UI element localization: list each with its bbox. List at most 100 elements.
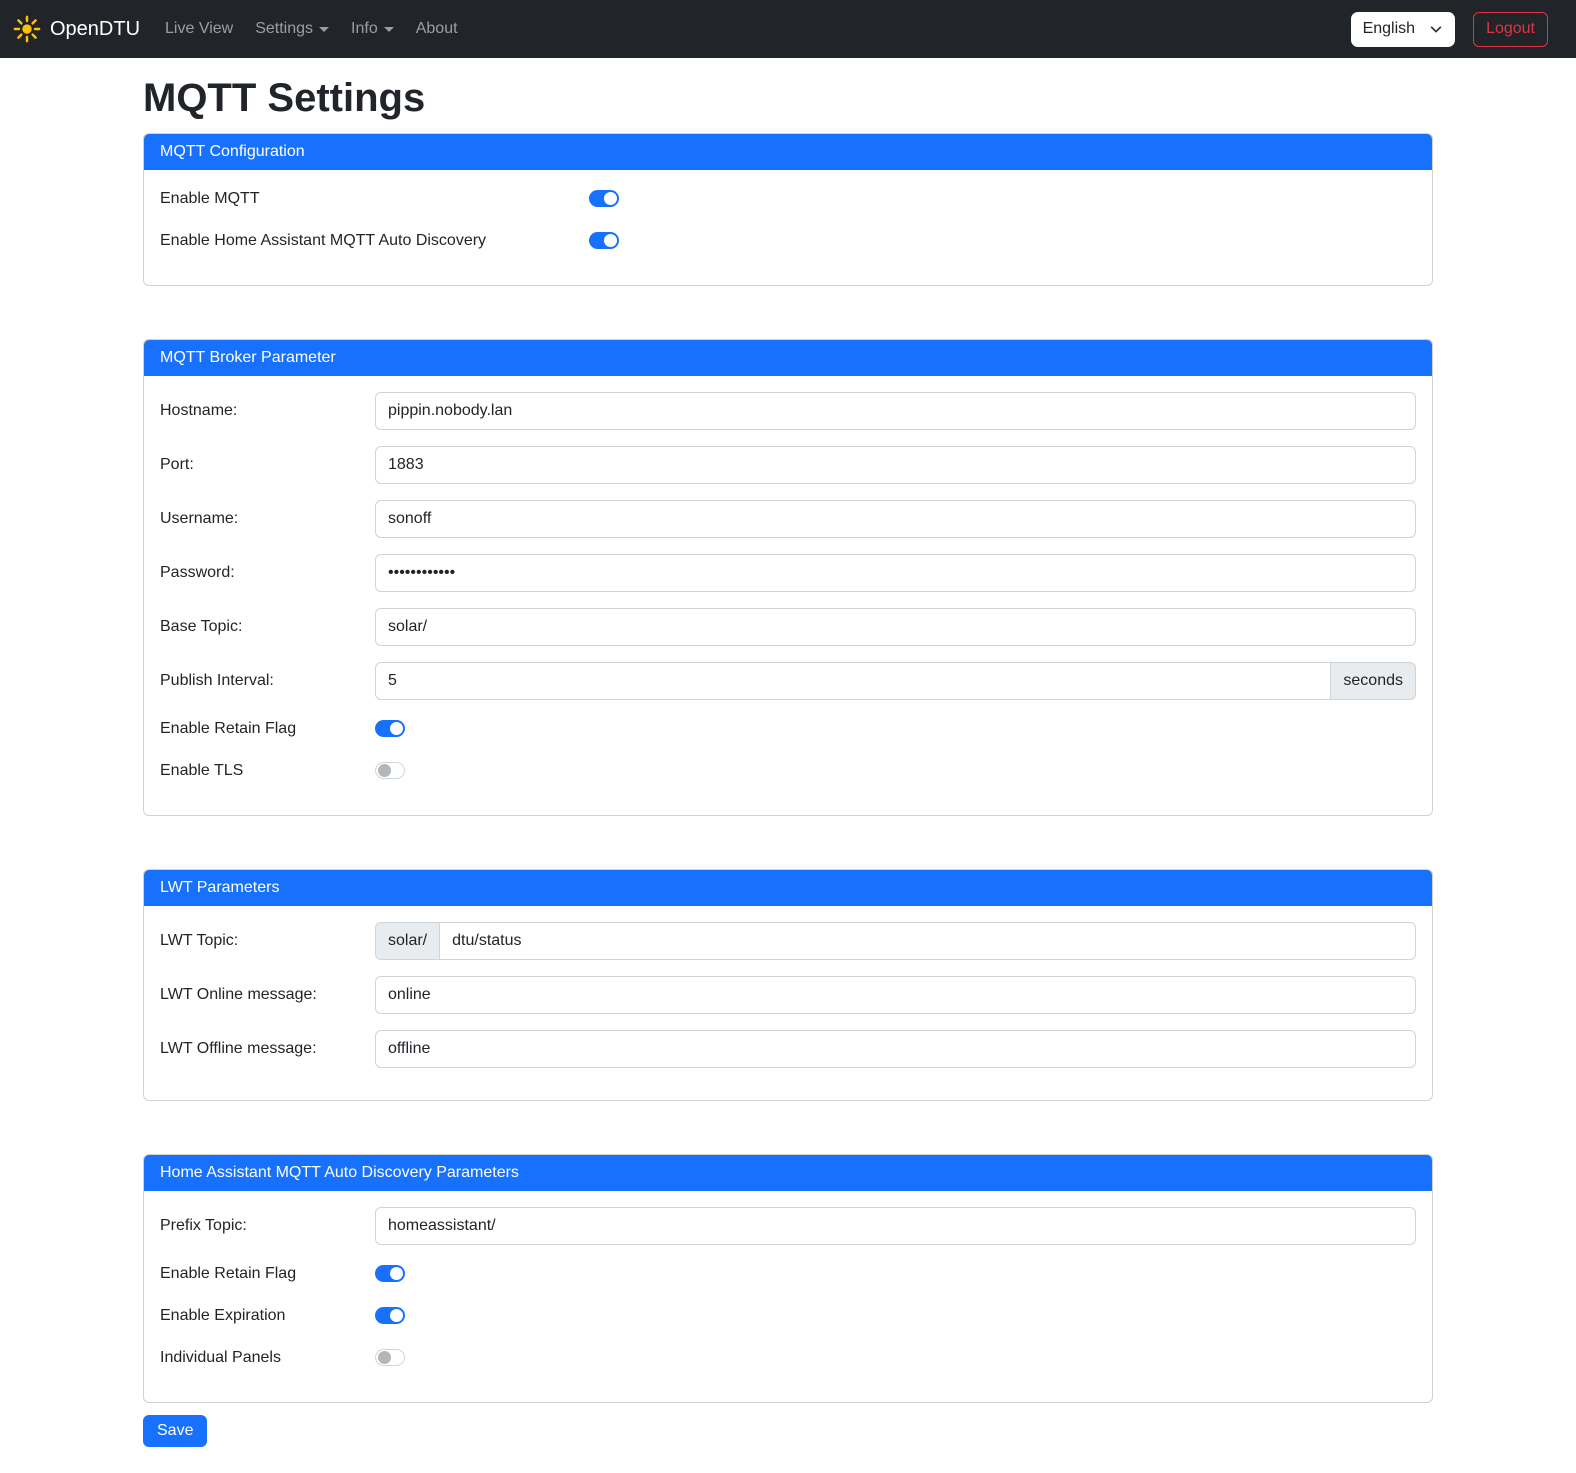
field-label: Port: <box>160 456 194 473</box>
nav-item-info[interactable]: Info <box>340 12 405 46</box>
nav-item-label: About <box>415 20 458 37</box>
cards-container: MQTT Configuration Enable MQTT Enable Home… <box>143 133 1433 1403</box>
hostname-input[interactable] <box>375 392 1416 430</box>
input-group <box>375 976 1416 1014</box>
base-topic-input[interactable] <box>375 608 1416 646</box>
switch-label: Enable Retain Flag <box>160 719 297 737</box>
form-row: LWT Offline message: <box>160 1030 1416 1068</box>
field-label: Base Topic: <box>160 618 243 635</box>
input-group <box>375 608 1416 646</box>
form-row: Enable TLS <box>160 758 1416 783</box>
publish-interval-input[interactable] <box>375 662 1332 700</box>
input-group: solar/ <box>375 922 1416 960</box>
language-select[interactable]: English <box>1350 11 1456 47</box>
form-row: LWT Topic: solar/ <box>160 922 1416 960</box>
switch-label: Individual Panels <box>160 1348 281 1366</box>
switch-knob <box>378 764 391 777</box>
input-group <box>375 392 1416 430</box>
input-group <box>375 1030 1416 1068</box>
field-label: Prefix Topic: <box>160 1217 247 1234</box>
port-input[interactable] <box>375 446 1416 484</box>
form-row: Port: <box>160 446 1416 484</box>
switch-label: Enable Expiration <box>160 1306 286 1324</box>
enable-tls-switch[interactable] <box>375 762 405 779</box>
prefix-topic-input[interactable] <box>375 1207 1416 1245</box>
form-row: Password: <box>160 554 1416 592</box>
form-row: Enable Expiration <box>160 1303 1416 1328</box>
card-header: LWT Parameters <box>144 870 1432 906</box>
nav-item-label: Settings <box>255 20 314 37</box>
chevron-down-icon <box>1430 26 1442 33</box>
card-body: Hostname: Port: Username: Password: Base Top… <box>144 376 1432 815</box>
card-body: Prefix Topic: Enable Retain Flag Enable Ex… <box>144 1191 1432 1402</box>
field-label: Hostname: <box>160 402 238 419</box>
input-group <box>375 1207 1416 1245</box>
card-header: Home Assistant MQTT Auto Discovery Param… <box>144 1155 1432 1191</box>
enable-retain-flag-switch[interactable] <box>375 720 405 737</box>
switch-knob <box>604 192 617 205</box>
switch-label: Enable MQTT <box>160 189 260 207</box>
save-button[interactable]: Save <box>143 1415 208 1447</box>
field-label: Publish Interval: <box>160 672 274 689</box>
dropdown-caret-icon <box>319 26 330 32</box>
input-group <box>375 554 1416 592</box>
logout-button[interactable]: Logout <box>1473 11 1548 47</box>
individual-panels-switch[interactable] <box>375 1349 405 1366</box>
field-label: LWT Topic: <box>160 932 239 949</box>
switch-knob <box>390 722 403 735</box>
switch-label: Enable Retain Flag <box>160 1264 297 1282</box>
input-prefix-addon: solar/ <box>375 922 440 960</box>
language-select-value: English <box>1362 20 1416 37</box>
password-input[interactable] <box>375 554 1416 592</box>
navbar: OpenDTU Live View Settings Info About Engli… <box>0 0 1576 58</box>
lwt-offline-message-input[interactable] <box>375 1030 1416 1068</box>
username-input[interactable] <box>375 500 1416 538</box>
lwt-online-message-input[interactable] <box>375 976 1416 1014</box>
switch-knob <box>378 1351 391 1364</box>
card-mqtt-broker-parameter: MQTT Broker Parameter Hostname: Port: Usern… <box>143 339 1433 816</box>
nav-item-about[interactable]: About <box>405 12 469 46</box>
field-label: Username: <box>160 510 239 527</box>
card-lwt-parameters: LWT Parameters LWT Topic: solar/LWT Online… <box>143 869 1433 1101</box>
form-row: Enable Home Assistant MQTT Auto Discover… <box>160 228 1416 253</box>
switch-label: Enable Home Assistant MQTT Auto Discover… <box>160 231 487 249</box>
dropdown-caret-icon <box>383 26 394 32</box>
nav-right: English Logout <box>1350 11 1548 47</box>
card-mqtt-configuration: MQTT Configuration Enable MQTT Enable Home… <box>143 133 1433 286</box>
form-row: Username: <box>160 500 1416 538</box>
nav-item-label: Live View <box>165 20 234 37</box>
nav-item-live-view[interactable]: Live View <box>154 12 244 46</box>
card-home-assistant-mqtt-auto-discovery-parameters: Home Assistant MQTT Auto Discovery Param… <box>143 1154 1433 1403</box>
form-row: Publish Interval: seconds <box>160 662 1416 700</box>
nav-menu: Live View Settings Info About <box>154 12 469 46</box>
card-header: MQTT Broker Parameter <box>144 340 1432 376</box>
field-label: LWT Offline message: <box>160 1040 317 1057</box>
enable-mqtt-switch[interactable] <box>589 190 619 207</box>
page-title: MQTT Settings <box>143 76 426 120</box>
switch-label: Enable TLS <box>160 761 244 779</box>
enable-expiration-switch[interactable] <box>375 1307 405 1324</box>
form-row: Enable Retain Flag <box>160 1261 1416 1286</box>
switch-knob <box>390 1309 403 1322</box>
form-row: Hostname: <box>160 392 1416 430</box>
form-row: LWT Online message: <box>160 976 1416 1014</box>
sun-icon <box>13 15 41 43</box>
brand-label: OpenDTU <box>50 17 141 40</box>
field-label: Password: <box>160 564 235 581</box>
card-body: LWT Topic: solar/LWT Online message: LWT O… <box>144 906 1432 1100</box>
enable-retain-flag-switch[interactable] <box>375 1265 405 1282</box>
nav-item-settings[interactable]: Settings <box>244 12 340 46</box>
card-body: Enable MQTT Enable Home Assistant MQTT Au… <box>144 170 1432 285</box>
enable-home-assistant-mqtt-auto-discovery-switch[interactable] <box>589 232 619 249</box>
form-row: Individual Panels <box>160 1345 1416 1370</box>
input-group <box>375 446 1416 484</box>
switch-knob <box>390 1267 403 1280</box>
input-suffix-addon: seconds <box>1331 662 1416 700</box>
form-row: Prefix Topic: <box>160 1207 1416 1245</box>
lwt-topic-input[interactable] <box>439 922 1416 960</box>
nav-item-label: Info <box>351 20 378 37</box>
switch-knob <box>604 234 617 247</box>
brand[interactable]: OpenDTU <box>12 14 140 44</box>
main-content: MQTT Settings MQTT Configuration Enable M… <box>143 76 1433 1473</box>
card-header: MQTT Configuration <box>144 134 1432 170</box>
